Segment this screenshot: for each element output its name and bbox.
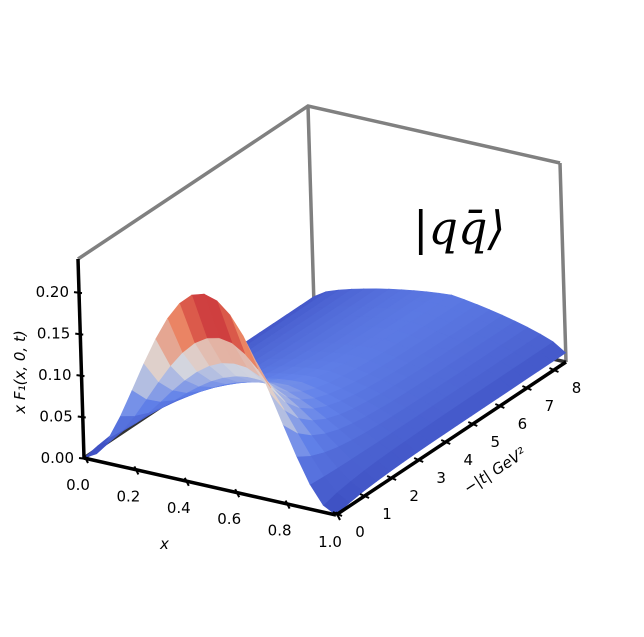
state-annotation: |qq̄⟩ [413,201,505,255]
z-axis-line [76,258,86,459]
y-tick-label: 2 [409,487,419,505]
z-tick [75,332,84,336]
x-tick-label: 1.0 [318,533,342,551]
y-tick-label: 1 [382,505,392,523]
y-tick [413,457,424,463]
y-tick [440,439,451,445]
surface-facet [83,441,111,459]
x-tick-label: 0.6 [217,510,241,528]
z-tick-label: 0.05 [39,408,72,426]
y-tick [549,367,559,373]
x-axis-line [83,456,337,517]
z-tick [76,374,85,378]
y-tick-label: 7 [545,397,555,415]
y-tick [359,493,370,499]
x-tick-label: 0.8 [268,522,292,540]
pane-right-vertical [558,162,568,363]
z-tick-label: 0.00 [41,449,74,467]
z-axis-label: x F₁(x, 0, t) [11,330,29,414]
z-tick [78,457,88,460]
x-axis-label: x [159,535,169,553]
y-tick [494,403,505,409]
y-tick-label: 5 [491,433,501,451]
z-tick [73,291,83,295]
x-tick-label: 0.2 [116,487,140,505]
x-tick-label: 0.0 [66,476,90,494]
x-tick [183,477,190,487]
x-tick [133,465,140,475]
y-tick-label: 6 [518,415,528,433]
y-tick [332,511,343,517]
y-tick-label: 4 [463,451,473,469]
z-tick-label: 0.20 [36,283,69,301]
x-tick [234,488,241,498]
y-tick-label: 0 [355,523,365,541]
x-tick-label: 0.4 [167,499,191,517]
y-tick [522,385,532,391]
y-tick [386,475,397,481]
surface-mesh [83,288,567,516]
x-tick [284,500,291,510]
y-tick [467,421,478,427]
pane-back-vertical [306,105,316,306]
z-tick-label: 0.10 [38,366,71,384]
z-tick [77,415,86,419]
z-tick-label: 0.15 [37,325,70,343]
y-tick-label: 3 [436,469,446,487]
y-tick-label: 8 [572,379,582,397]
